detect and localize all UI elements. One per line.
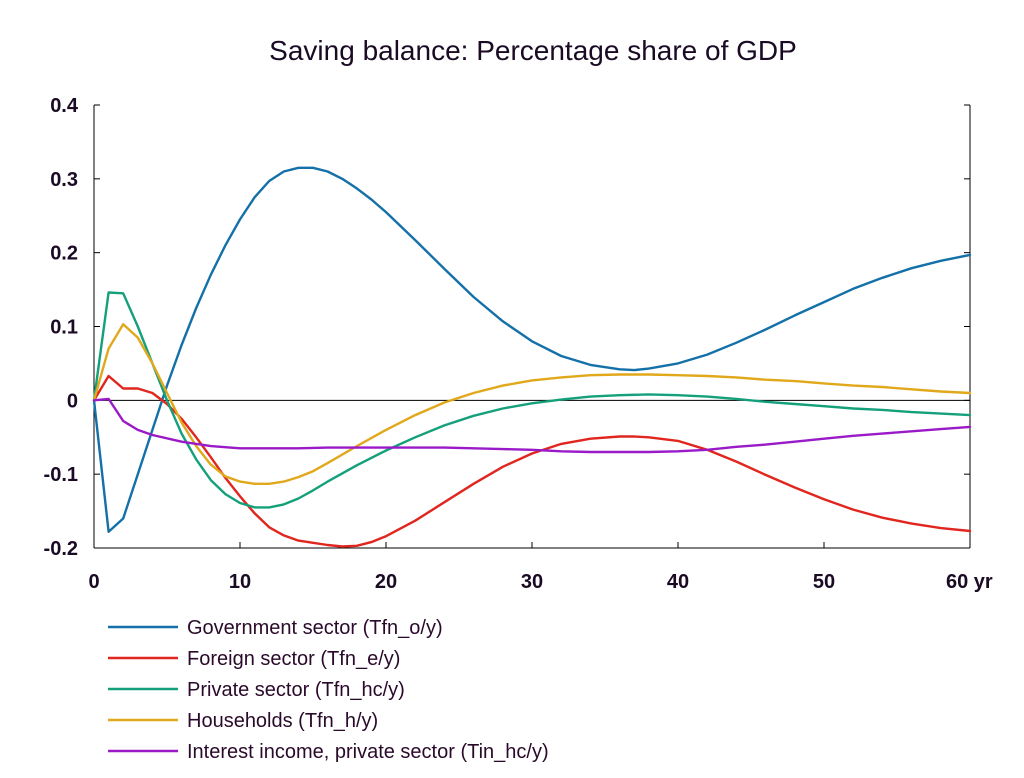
x-axis-ticks: 0 10 20 30 40 50 60 yr	[88, 542, 993, 593]
y-tick-label: 0.4	[50, 95, 79, 117]
series-line-5	[92, 397, 972, 454]
legend-label: Interest income, private sector (Tin_hc/…	[187, 741, 549, 763]
x-tick-label: 30	[521, 571, 543, 593]
y-tick-label: 0.3	[50, 169, 78, 191]
series-layer	[92, 166, 972, 548]
x-tick-label: 40	[667, 571, 689, 593]
x-tick-label: 20	[375, 571, 397, 593]
x-tick-label: 0	[88, 571, 99, 593]
legend-label: Households (Tfn_h/y)	[187, 710, 378, 732]
legend-label: Foreign sector (Tfn_e/y)	[187, 648, 400, 670]
series-line-2	[92, 374, 972, 548]
legend-label: Private sector (Tfn_hc/y)	[187, 679, 405, 701]
y-tick-label: -0.2	[44, 538, 78, 560]
y-tick-label: 0	[67, 390, 78, 412]
y-tick-label: 0.1	[50, 317, 78, 339]
x-tick-label: 10	[229, 571, 251, 593]
x-tick-label: 60 yr	[946, 571, 993, 593]
legend-label: Government sector (Tfn_o/y)	[187, 617, 443, 639]
y-tick-label: -0.1	[44, 464, 78, 486]
plot-frame	[93, 105, 971, 549]
chart-title: Saving balance: Percentage share of GDP	[269, 35, 797, 66]
series-line-4	[92, 323, 972, 485]
legend: Government sector (Tfn_o/y) Foreign secto…	[108, 617, 549, 763]
y-axis-ticks: -0.2 -0.1 0 0.1 0.2 0.3 0.4	[44, 95, 970, 560]
y-tick-label: 0.2	[50, 243, 78, 265]
series-line-1	[92, 166, 972, 533]
x-tick-label: 50	[813, 571, 835, 593]
